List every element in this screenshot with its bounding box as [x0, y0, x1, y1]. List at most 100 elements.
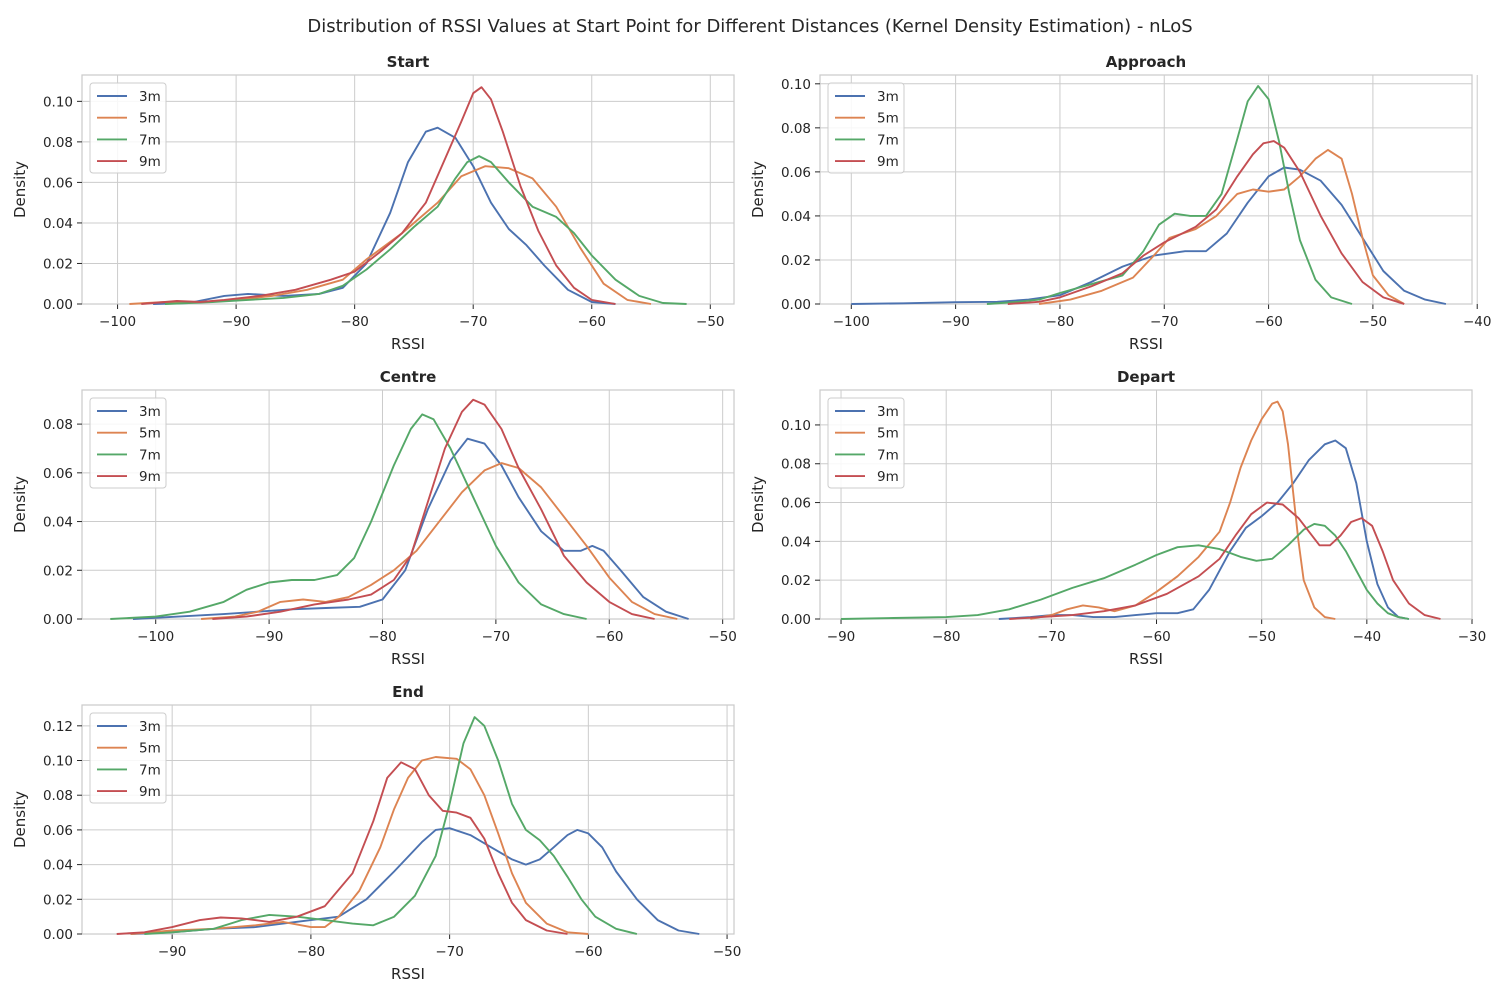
legend-box [89, 712, 167, 804]
x-tick-label: −90 [255, 629, 284, 645]
legend: 3m 5m 7m 9m [89, 712, 167, 804]
y-tick-label: 0.10 [781, 418, 811, 434]
legend-label-9m: 9m [139, 784, 161, 800]
x-tick-label: −70 [459, 314, 488, 330]
legend-label-3m: 3m [139, 89, 161, 105]
x-tick-label: −100 [833, 314, 870, 330]
x-axis-label: RSSI [1129, 650, 1163, 668]
panel-title: Start [387, 53, 430, 71]
legend-label-5m: 5m [877, 111, 899, 127]
kde-curve-3m [130, 827, 700, 935]
legend-box [89, 397, 167, 489]
legend-label-5m: 5m [139, 111, 161, 127]
y-tick-label: 0.06 [781, 496, 811, 512]
y-tick-label: 0.04 [43, 515, 73, 531]
kde-curve-3m [851, 166, 1447, 305]
kde-curve-9m [212, 398, 655, 620]
x-tick-label: −60 [1254, 314, 1283, 330]
y-tick-label: 0.08 [781, 457, 811, 473]
legend-box [827, 82, 905, 174]
legend-box [89, 82, 167, 174]
kde-curve-7m [840, 522, 1410, 620]
y-tick-label: 0.08 [43, 788, 73, 804]
legend-label-3m: 3m [139, 404, 161, 420]
plot-area [81, 704, 735, 935]
x-tick-label: −80 [340, 314, 369, 330]
x-tick-label: −100 [99, 314, 136, 330]
y-axis-label: Density [11, 161, 29, 218]
kde-curve-7m [986, 85, 1353, 305]
y-tick-label: 0.00 [43, 297, 73, 313]
y-tick-label: 0.00 [781, 297, 811, 313]
y-tick-label: 0.00 [43, 612, 73, 628]
kde-curve-3m [153, 126, 616, 305]
panel-end: −90 −80 −70 −60 −50 0.00 0.02 0.04 0.06 0.08 0.10 0… [11, 683, 741, 983]
y-tick-label: 0.00 [781, 612, 811, 628]
legend-label-7m: 7m [139, 762, 161, 778]
kde-curve-7m [144, 716, 638, 935]
y-axis-label: Density [749, 476, 767, 533]
x-tick-label: −70 [435, 944, 464, 960]
x-tick-label: −60 [1142, 629, 1171, 645]
figure-title: Distribution of RSSI Values at Start Poi… [307, 16, 1193, 37]
x-tick-label: −90 [222, 314, 251, 330]
kde-curve-7m [110, 413, 587, 620]
panel-centre: −100 −90 −80 −70 −60 −50 0.00 0.02 0.04 0.06 0.08 C… [11, 368, 737, 668]
legend: 3m 5m 7m 9m [827, 397, 905, 489]
x-axis-label: RSSI [391, 965, 425, 983]
y-tick-label: 0.08 [43, 135, 73, 151]
x-tick-label: −90 [158, 944, 187, 960]
kde-curve-3m [998, 439, 1410, 620]
panel-title: End [392, 683, 424, 701]
y-tick-label: 0.02 [43, 256, 73, 272]
x-tick-label: −60 [577, 314, 606, 330]
x-axis-label: RSSI [391, 650, 425, 668]
y-tick-label: 0.08 [781, 121, 811, 137]
y-tick-label: 0.08 [43, 417, 73, 433]
x-tick-label: −80 [368, 629, 397, 645]
y-tick-label: 0.12 [43, 719, 73, 735]
legend-label-3m: 3m [139, 719, 161, 735]
plot-area [819, 389, 1473, 620]
panel-approach: −100 −90 −80 −70 −60 −50 −40 0.00 0.02 0.04 0.06 0.… [749, 53, 1491, 353]
x-tick-label: −80 [297, 944, 326, 960]
x-axis-label: RSSI [391, 335, 425, 353]
kde-curve-9m [1009, 501, 1441, 620]
y-tick-label: 0.10 [43, 94, 73, 110]
x-tick-label: −30 [1458, 629, 1487, 645]
legend-label-9m: 9m [877, 154, 899, 170]
plot-area [81, 389, 735, 620]
y-tick-label: 0.00 [43, 927, 73, 943]
kde-curve-9m [1007, 140, 1405, 305]
y-tick-label: 0.02 [781, 573, 811, 589]
y-tick-label: 0.04 [43, 216, 73, 232]
legend-label-7m: 7m [139, 447, 161, 463]
legend-label-9m: 9m [877, 469, 899, 485]
x-tick-label: −100 [137, 629, 174, 645]
legend-label-3m: 3m [877, 404, 899, 420]
x-tick-label: −70 [1037, 629, 1066, 645]
x-tick-label: −90 [941, 314, 970, 330]
x-tick-label: −70 [1150, 314, 1179, 330]
legend-label-7m: 7m [877, 447, 899, 463]
panel-depart: −90 −80 −70 −60 −50 −40 −30 0.00 0.02 0.04 0.06 0.0… [749, 368, 1486, 668]
x-tick-label: −70 [482, 629, 511, 645]
x-tick-label: −90 [827, 629, 856, 645]
legend-label-5m: 5m [139, 426, 161, 442]
x-tick-label: −50 [708, 629, 737, 645]
y-tick-label: 0.10 [43, 754, 73, 770]
panel-start: −100 −90 −80 −70 −60 −50 0.00 0.02 0.04 0.06 0.08 0… [11, 53, 735, 353]
x-tick-label: −50 [1247, 629, 1276, 645]
legend-label-7m: 7m [877, 132, 899, 148]
plot-area [81, 74, 735, 305]
kde-curve-9m [141, 86, 616, 305]
x-tick-label: −50 [696, 314, 725, 330]
legend-label-5m: 5m [877, 426, 899, 442]
y-tick-label: 0.02 [43, 892, 73, 908]
panel-title: Approach [1106, 53, 1186, 71]
x-tick-label: −80 [1046, 314, 1075, 330]
kde-curve-9m [116, 761, 568, 935]
legend: 3m 5m 7m 9m [89, 397, 167, 489]
legend: 3m 5m 7m 9m [827, 82, 905, 174]
